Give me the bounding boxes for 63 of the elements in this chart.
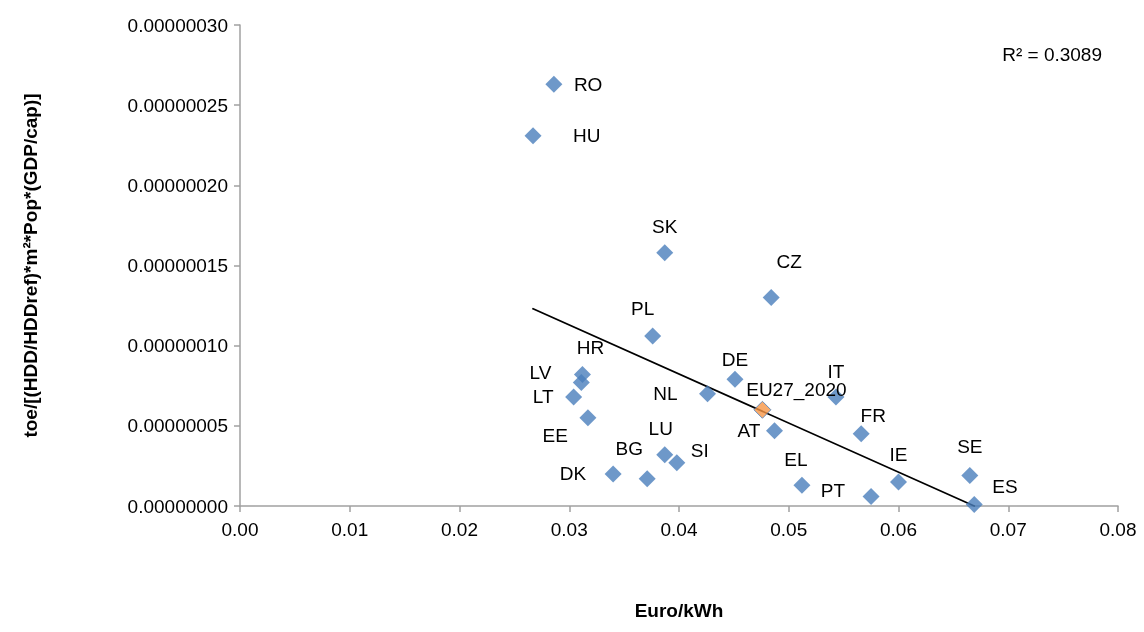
- x-tick-label: 0.02: [441, 519, 478, 540]
- x-tick-label: 0.04: [660, 519, 698, 540]
- x-tick-label: 0.01: [331, 519, 369, 540]
- annotation: PT: [820, 479, 846, 501]
- annotation: SK: [652, 216, 678, 238]
- x-tick-label: 0.00: [221, 519, 259, 540]
- x-tick-label: 0.03: [550, 519, 588, 540]
- annotation: RO: [573, 73, 603, 95]
- annotation: PL: [631, 297, 655, 319]
- x-tick-label: 0.06: [880, 519, 917, 540]
- point: [656, 446, 674, 464]
- point: [572, 374, 590, 392]
- point: [644, 327, 662, 345]
- annotation: NL: [653, 383, 678, 405]
- annotation: ES: [992, 475, 1018, 497]
- point: [545, 75, 563, 93]
- annotation: SI: [690, 440, 709, 462]
- x-axis-title: Euro/kWh: [634, 600, 724, 621]
- point: [793, 476, 811, 494]
- y-tick-label: 0.00000010: [127, 335, 228, 357]
- y-tick-label: 0.00000025: [127, 94, 228, 116]
- annotation: HU: [573, 125, 601, 147]
- y-tick-label: 0.00000030: [127, 14, 228, 36]
- point: [862, 487, 880, 505]
- y-tick-label: 0.00000000: [127, 495, 228, 517]
- y-tick-label: 0.00000015: [127, 255, 228, 276]
- x-tick-label: 0.08: [1099, 519, 1137, 540]
- x-tick-label: 0.05: [770, 519, 808, 540]
- x-tick-label: 0.07: [989, 519, 1027, 540]
- point: [753, 400, 772, 419]
- point: [565, 388, 583, 406]
- point: [638, 470, 656, 488]
- point: [890, 473, 907, 491]
- annotation: AT: [737, 420, 761, 442]
- point: [762, 289, 780, 307]
- annotation: BG: [615, 438, 643, 460]
- annotation: EE: [542, 425, 568, 447]
- y-tick-label: 0.00000005: [127, 415, 228, 437]
- annotation: LT: [532, 386, 555, 408]
- y-tick-label: 0.00000020: [127, 174, 228, 196]
- point: [965, 495, 983, 513]
- annotation: R² = 0.3089: [1002, 44, 1103, 65]
- point: [765, 422, 783, 440]
- point: [668, 454, 686, 472]
- point: [656, 244, 674, 262]
- annotation: LV: [529, 362, 552, 384]
- point: [961, 467, 979, 485]
- point: [604, 465, 622, 483]
- annotation: EL: [784, 448, 808, 470]
- annotation: SE: [957, 436, 983, 458]
- point: [524, 127, 542, 145]
- annotation: FR: [860, 405, 886, 427]
- annotation: DK: [559, 463, 587, 485]
- annotation: IE: [889, 444, 908, 466]
- point: [852, 425, 870, 443]
- annotation: CZ: [776, 251, 803, 273]
- y-axis-title: toe/[(HDD/HDDref)*m²*Pop*(GDP/cap)]: [20, 93, 41, 438]
- annotation: DE: [721, 348, 749, 370]
- point: [699, 385, 717, 403]
- annotation: LU: [648, 418, 673, 440]
- point: [579, 409, 597, 427]
- annotation: HR: [576, 337, 605, 359]
- point: [726, 370, 744, 388]
